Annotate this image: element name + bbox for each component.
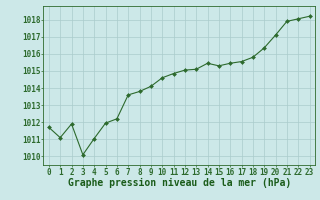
X-axis label: Graphe pression niveau de la mer (hPa): Graphe pression niveau de la mer (hPa)	[68, 178, 291, 188]
